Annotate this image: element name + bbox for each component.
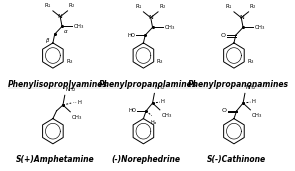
- Text: N: N: [148, 15, 153, 20]
- Text: R$_2$: R$_2$: [159, 2, 167, 11]
- Text: $\alpha$: $\alpha$: [63, 28, 68, 35]
- Text: H: H: [161, 99, 165, 104]
- Text: HO: HO: [128, 108, 136, 113]
- Text: Phenylpropanolamines: Phenylpropanolamines: [99, 80, 197, 89]
- Text: CH$_3$: CH$_3$: [71, 113, 83, 122]
- Text: R$_3$: R$_3$: [66, 57, 73, 66]
- Text: H: H: [251, 99, 255, 104]
- Text: NH$_2$: NH$_2$: [154, 83, 166, 92]
- Text: $\cdot\cdot$H: $\cdot\cdot$H: [72, 98, 83, 106]
- Text: NH$_2$: NH$_2$: [245, 83, 257, 92]
- Text: CH$_3$: CH$_3$: [163, 23, 175, 32]
- Text: S(+)Amphetamine: S(+)Amphetamine: [16, 155, 95, 163]
- Text: Phenylisoproplyamines: Phenylisoproplyamines: [8, 80, 107, 89]
- Text: Phenylpropanonamines: Phenylpropanonamines: [188, 80, 289, 89]
- Text: R$_2$: R$_2$: [68, 1, 76, 10]
- Text: R$_1$: R$_1$: [135, 2, 142, 11]
- Text: R$_3$: R$_3$: [247, 57, 255, 66]
- Text: (-)Norephedrine: (-)Norephedrine: [112, 155, 181, 163]
- Text: CH$_3$: CH$_3$: [73, 22, 85, 31]
- Text: R$_1$: R$_1$: [225, 2, 233, 11]
- Text: $\beta$: $\beta$: [45, 36, 50, 45]
- Text: CH$_3$: CH$_3$: [161, 111, 173, 120]
- Text: R$_2$: R$_2$: [250, 2, 257, 11]
- Text: O: O: [221, 33, 226, 38]
- Text: HO: HO: [127, 33, 135, 38]
- Text: N: N: [239, 15, 244, 20]
- Text: R$_1$: R$_1$: [44, 1, 52, 10]
- Text: O: O: [222, 108, 227, 113]
- Text: NH$_2$: NH$_2$: [65, 86, 77, 94]
- Text: N: N: [58, 14, 63, 19]
- Text: CH$_3$: CH$_3$: [251, 111, 263, 120]
- Text: H$_a$: H$_a$: [150, 118, 157, 127]
- Text: S(-)Cathinone: S(-)Cathinone: [207, 155, 266, 163]
- Text: CH$_3$: CH$_3$: [254, 23, 266, 32]
- Text: R$_3$: R$_3$: [156, 57, 164, 66]
